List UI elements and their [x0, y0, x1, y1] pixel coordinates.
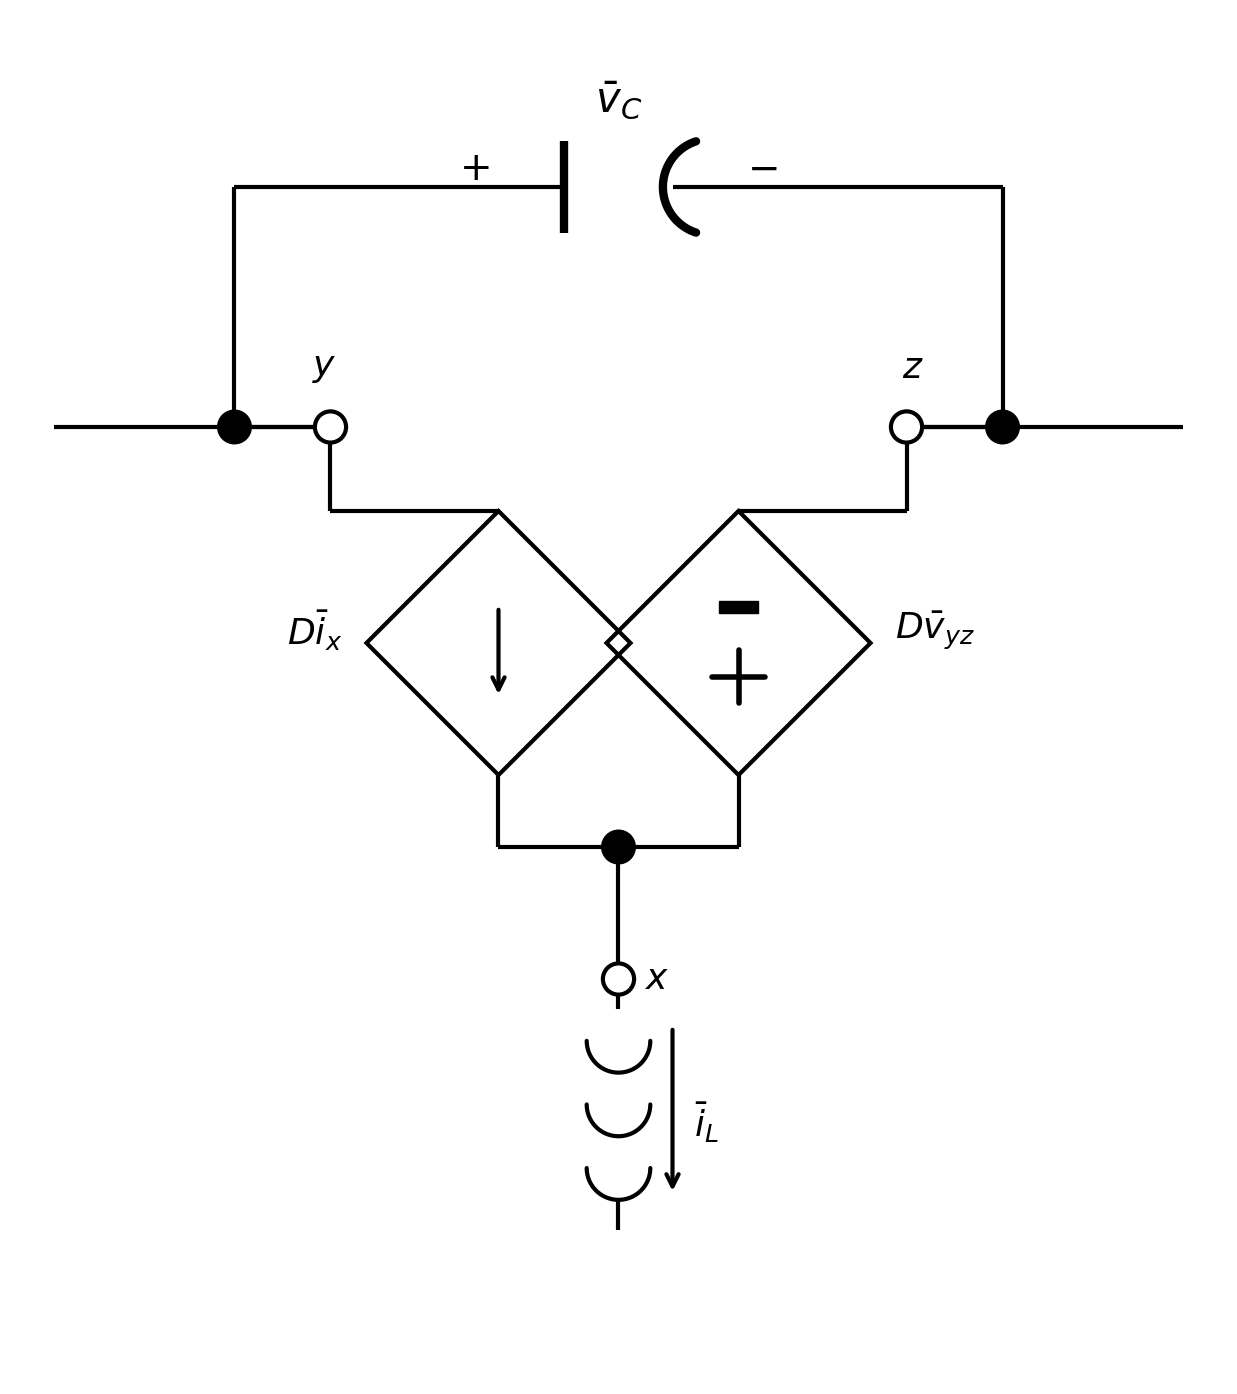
Text: $-$: $-$ [747, 151, 778, 188]
Circle shape [891, 411, 922, 442]
Bar [719, 601, 758, 613]
Circle shape [601, 831, 636, 864]
Circle shape [986, 410, 1019, 443]
Text: $x$: $x$ [644, 962, 669, 997]
Text: $y$: $y$ [312, 351, 336, 385]
Text: $+$: $+$ [459, 151, 490, 188]
Circle shape [315, 411, 346, 442]
Circle shape [602, 963, 635, 995]
Circle shape [218, 410, 251, 443]
Text: $\bar{i}_L$: $\bar{i}_L$ [694, 1100, 719, 1144]
Text: $D\bar{v}_{yz}$: $D\bar{v}_{yz}$ [894, 609, 975, 652]
Text: $\bar{v}_C$: $\bar{v}_C$ [595, 79, 642, 121]
Text: $z$: $z$ [902, 351, 923, 385]
Text: $D\bar{i}_x$: $D\bar{i}_x$ [287, 609, 343, 654]
